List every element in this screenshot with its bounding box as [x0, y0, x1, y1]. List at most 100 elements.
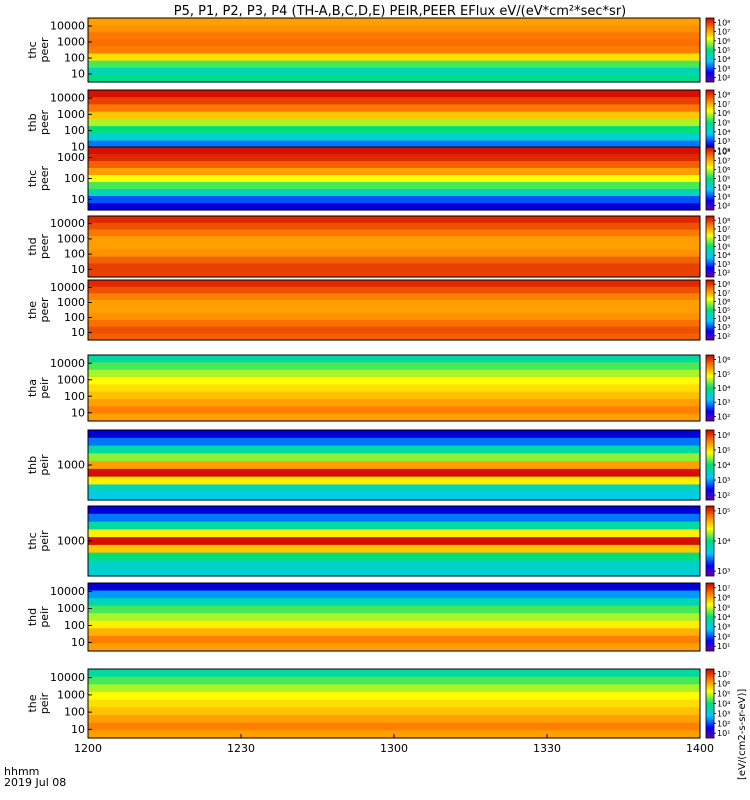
heatmap-band — [88, 468, 700, 478]
colorbar-tick-label: 10⁴ — [717, 700, 730, 709]
colorbar-tick-label: 10¹ — [717, 642, 730, 651]
heatmap-band — [88, 32, 700, 40]
colorbar — [705, 582, 715, 652]
heatmap-band — [88, 715, 700, 724]
panel-probe-label: the — [26, 694, 39, 712]
heatmap-band — [88, 189, 700, 197]
heatmap-band — [88, 25, 700, 33]
heatmap-band — [88, 154, 700, 162]
heatmap-band — [88, 544, 700, 554]
heatmap-band — [88, 203, 700, 211]
y-tick-label: 1000 — [57, 373, 85, 386]
colorbar-tick-label: 10⁶ — [717, 594, 730, 603]
colorbar-tick-label: 10⁵ — [717, 175, 730, 184]
heatmap-band — [88, 362, 700, 371]
colorbar-tick-label: 10⁶ — [717, 680, 730, 689]
panel-frame — [87, 279, 701, 341]
colorbar-tick-label: 10³ — [717, 623, 730, 632]
colorbar-tick-label: 10⁴ — [717, 384, 730, 393]
panel-probe-label: the — [26, 301, 39, 319]
heatmap-band — [88, 60, 700, 69]
y-tick-label: 10 — [71, 636, 85, 649]
heatmap-band — [88, 613, 700, 622]
colorbar-tick-label: 10⁸ — [717, 91, 730, 100]
colorbar-tick-label: 10² — [717, 269, 730, 278]
y-tick-label: 100 — [64, 124, 85, 137]
colorbar-tick-label: 10⁸ — [717, 147, 730, 156]
heatmap-band — [88, 590, 700, 599]
colorbar-tick-label: 10⁸ — [717, 18, 730, 27]
panel-0: 10 100 1000 10000 thc peer 10²10³10⁴10⁵10⁶10⁷1… — [26, 17, 730, 83]
heatmap-band — [88, 699, 700, 708]
colorbar-tick-label: 10⁴ — [717, 55, 730, 64]
y-tick-label: 10000 — [50, 671, 85, 684]
colorbar-tick-label: 10⁶ — [717, 234, 730, 243]
colorbar-tick-label: 10⁸ — [717, 280, 730, 289]
heatmap-band — [88, 140, 700, 149]
colorbar-tick-label: 10⁴ — [717, 184, 730, 193]
colorbar — [705, 668, 715, 739]
colorbar-tick-label: 10⁷ — [717, 584, 730, 593]
heatmap-band — [88, 196, 700, 204]
heatmap-band — [88, 506, 700, 515]
panel-species-label: peer — [38, 37, 51, 63]
heatmap-band — [88, 391, 700, 400]
panel-probe-label: thb — [26, 456, 39, 474]
heatmap-band — [88, 249, 700, 258]
y-tick-label: 10000 — [50, 20, 85, 33]
y-tick-label: 1000 — [57, 296, 85, 309]
colorbar-tick-label: 10² — [717, 412, 730, 421]
colorbar — [705, 505, 715, 577]
colorbar-tick-label: 10² — [717, 202, 730, 211]
colorbar-tick-label: 10⁶ — [717, 356, 730, 365]
figure-title: P5, P1, P2, P3, P4 (TH-A,B,C,D,E) PEIR,P… — [174, 4, 627, 19]
heatmap-band — [88, 67, 700, 76]
y-tick-label: 10 — [71, 68, 85, 81]
y-tick-label: 1000 — [57, 108, 85, 121]
y-tick-label: 1000 — [57, 459, 85, 472]
y-tick-label: 1000 — [57, 232, 85, 245]
y-tick-label: 10000 — [50, 281, 85, 294]
colorbar-tick-label: 10⁵ — [717, 243, 730, 252]
y-tick-label: 10000 — [50, 585, 85, 598]
heatmap-band — [88, 306, 700, 314]
heatmap-band — [88, 182, 700, 190]
panel-probe-label: thb — [26, 113, 39, 131]
heatmap-band — [88, 222, 700, 231]
colorbar-tick-label: 10⁴ — [717, 128, 730, 137]
panel-species-label: peir — [38, 454, 51, 476]
panel-3: 10 100 1000 10000 thd peer 10²10³10⁴10⁵10⁶10⁷1… — [26, 215, 730, 278]
heatmap-band — [88, 399, 700, 407]
heatmap-band — [88, 722, 700, 731]
heatmap-band — [88, 216, 700, 224]
heatmap-band — [88, 628, 700, 637]
heatmap-band — [88, 598, 700, 607]
colorbar — [705, 89, 715, 156]
panel-species-label: peer — [38, 297, 51, 323]
heatmap-band — [88, 413, 700, 422]
panel-species-label: peir — [38, 606, 51, 628]
heatmap-band — [88, 676, 700, 685]
x-tick-label: 1300 — [380, 742, 408, 755]
heatmap-band — [88, 147, 700, 155]
colorbar-tick-label: 10⁵ — [717, 603, 730, 612]
heatmap-band — [88, 620, 700, 629]
heatmap-band — [88, 635, 700, 645]
heatmap-band — [88, 521, 700, 530]
panel-probe-label: thc — [26, 41, 39, 58]
heatmap-band — [88, 300, 700, 308]
panel-frame — [87, 582, 701, 652]
colorbar-tick-label: 10⁵ — [717, 46, 730, 55]
heatmap-band — [88, 326, 700, 334]
colorbar-tick-label: 10³ — [717, 398, 730, 407]
colorbar-tick-label: 10³ — [717, 476, 730, 485]
panel-species-label: peer — [38, 166, 51, 192]
heatmap-band — [88, 111, 700, 120]
y-tick-label: 100 — [64, 706, 85, 719]
colorbar-tick-label: 10³ — [717, 260, 730, 269]
colorbar-tick-label: 10² — [717, 491, 730, 500]
heatmap-band — [88, 669, 700, 678]
heatmap-band — [88, 583, 700, 592]
time-axis-label: hhmm — [4, 765, 39, 778]
